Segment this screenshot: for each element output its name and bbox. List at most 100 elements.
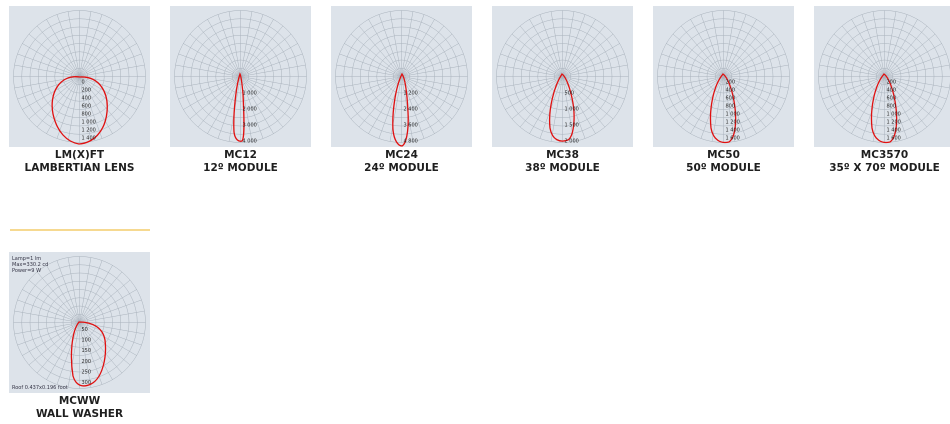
grid-spoke <box>240 14 264 77</box>
grid-spoke <box>884 76 942 110</box>
grid-spoke <box>723 14 747 77</box>
intensity-label: 3 600 <box>404 123 418 129</box>
grid-spoke <box>79 257 92 323</box>
grid-spoke <box>67 76 80 142</box>
grid-spoke <box>500 53 563 77</box>
grid-spoke <box>79 322 113 380</box>
grid-spoke <box>723 76 757 134</box>
grid-spoke <box>14 76 80 89</box>
grid-spoke <box>562 25 606 77</box>
grid-spoke <box>401 53 464 77</box>
grid-spoke <box>519 25 563 77</box>
product-card-mc3570[interactable]: 200 400 600 800 1 000 1 200 1 400 1 600 MC3570 … <box>814 6 950 175</box>
grid-spoke <box>240 53 303 77</box>
grid-spoke <box>240 76 264 139</box>
intensity-label: 800 <box>726 103 736 109</box>
grid-spoke <box>339 53 402 77</box>
grid-spoke <box>666 43 724 77</box>
grid-spoke <box>197 76 241 128</box>
product-code: MCWW <box>58 395 101 407</box>
intensity-label: 1 200 <box>404 91 418 97</box>
polar-diagram: 200 400 600 800 1 000 1 200 1 400 1 600 <box>814 6 950 147</box>
grid-spoke <box>178 53 241 77</box>
grid-spoke <box>505 76 563 110</box>
grid-spoke <box>358 25 402 77</box>
grid-spoke <box>339 76 402 100</box>
intensity-label: 800 <box>82 111 92 117</box>
grid-spoke <box>175 64 241 77</box>
grid-spoke <box>401 19 435 77</box>
product-card-mc38[interactable]: 500 1 000 1 500 2 000 MC38 38º MODULE <box>492 6 633 175</box>
intensity-labels: 500 1 000 1 500 2 000 <box>565 91 579 145</box>
product-card-mcww[interactable]: 50 100 150 200 250 300 Lamp=1 lm Max=330.2 cd… <box>9 252 150 421</box>
grid-spoke <box>207 19 241 77</box>
product-code: MC38 <box>546 149 579 161</box>
product-code: MC12 <box>224 149 257 161</box>
intensity-label: 200 <box>82 359 92 365</box>
grid-spoke <box>519 76 563 128</box>
grid-spoke <box>207 76 241 134</box>
product-description: 50º MODULE <box>686 162 761 174</box>
grid-spoke <box>884 76 918 134</box>
grid-spoke <box>17 322 80 346</box>
grid-spoke <box>511 33 563 77</box>
product-card-mc24[interactable]: 1 200 2 400 3 600 4 800 MC24 24º MODULE <box>331 6 472 175</box>
grid-spoke <box>672 76 724 120</box>
grid-spoke <box>183 43 241 77</box>
product-card-mc50[interactable]: 200 400 600 800 1 000 1 200 1 400 1 600 MC50 50… <box>653 6 794 175</box>
grid-spoke <box>344 43 402 77</box>
grid-spoke <box>217 14 241 77</box>
grid-spoke <box>79 19 113 77</box>
grid-spoke <box>36 76 80 128</box>
intensity-label: 200 <box>726 79 736 85</box>
polar-grid <box>13 10 146 143</box>
grid-spoke <box>884 14 908 77</box>
grid-spoke <box>17 299 80 323</box>
grid-spoke <box>189 76 241 120</box>
grid-spoke <box>228 11 241 77</box>
grid-spoke <box>14 64 80 77</box>
grid-spoke <box>841 25 885 77</box>
grid-spoke <box>240 76 274 134</box>
polar-diagram: 50 100 150 200 250 300 Lamp=1 lm Max=330.2 cd… <box>9 252 150 393</box>
grid-spoke <box>562 76 625 100</box>
grid-spoke <box>28 76 80 120</box>
grid-spoke <box>680 25 724 77</box>
intensity-label: 200 <box>82 87 92 93</box>
grid-spoke <box>401 43 459 77</box>
grid-spoke <box>22 289 80 323</box>
polar-grid <box>13 256 146 389</box>
grid-spoke <box>884 25 928 77</box>
intensity-label: 150 <box>82 348 92 354</box>
grid-spoke <box>861 76 885 139</box>
intensity-label: 1 000 <box>82 119 96 125</box>
polar-diagram: 1 000 2 000 3 000 4 000 <box>170 6 311 147</box>
grid-spoke <box>723 43 781 77</box>
grid-spoke <box>884 76 928 128</box>
grid-spoke <box>401 76 445 128</box>
grid-spoke <box>884 53 947 77</box>
grid-spoke <box>368 19 402 77</box>
grid-spoke <box>46 19 80 77</box>
grid-spoke <box>723 25 767 77</box>
intensity-labels: 50 100 150 200 250 300 <box>82 327 92 386</box>
grid-spoke <box>79 76 92 142</box>
grid-spoke <box>240 64 306 77</box>
product-card-mc12[interactable]: 1 000 2 000 3 000 4 000 MC12 12º MODULE <box>170 6 311 175</box>
grid-spoke <box>827 76 885 110</box>
grid-spoke <box>562 11 575 77</box>
intensity-label: 800 <box>887 103 897 109</box>
grid-spoke <box>240 76 306 89</box>
intensity-label: 1 000 <box>565 107 579 113</box>
grid-spoke <box>827 43 885 77</box>
grid-spoke <box>79 14 103 77</box>
grid-spoke <box>666 76 724 110</box>
product-description: 35º X 70º MODULE <box>829 162 940 174</box>
grid-spoke <box>401 64 467 77</box>
intensity-curve <box>392 72 409 147</box>
intensity-label: 1 400 <box>887 127 901 133</box>
product-card-lmxft[interactable]: 0 200 400 600 800 1 000 1 200 1 400 LM(X)FT LAM… <box>9 6 150 175</box>
grid-spoke <box>79 76 113 134</box>
intensity-labels: 200 400 600 800 1 000 1 200 1 400 1 600 <box>726 79 740 141</box>
intensity-labels: 1 200 2 400 3 600 4 800 <box>404 91 418 145</box>
